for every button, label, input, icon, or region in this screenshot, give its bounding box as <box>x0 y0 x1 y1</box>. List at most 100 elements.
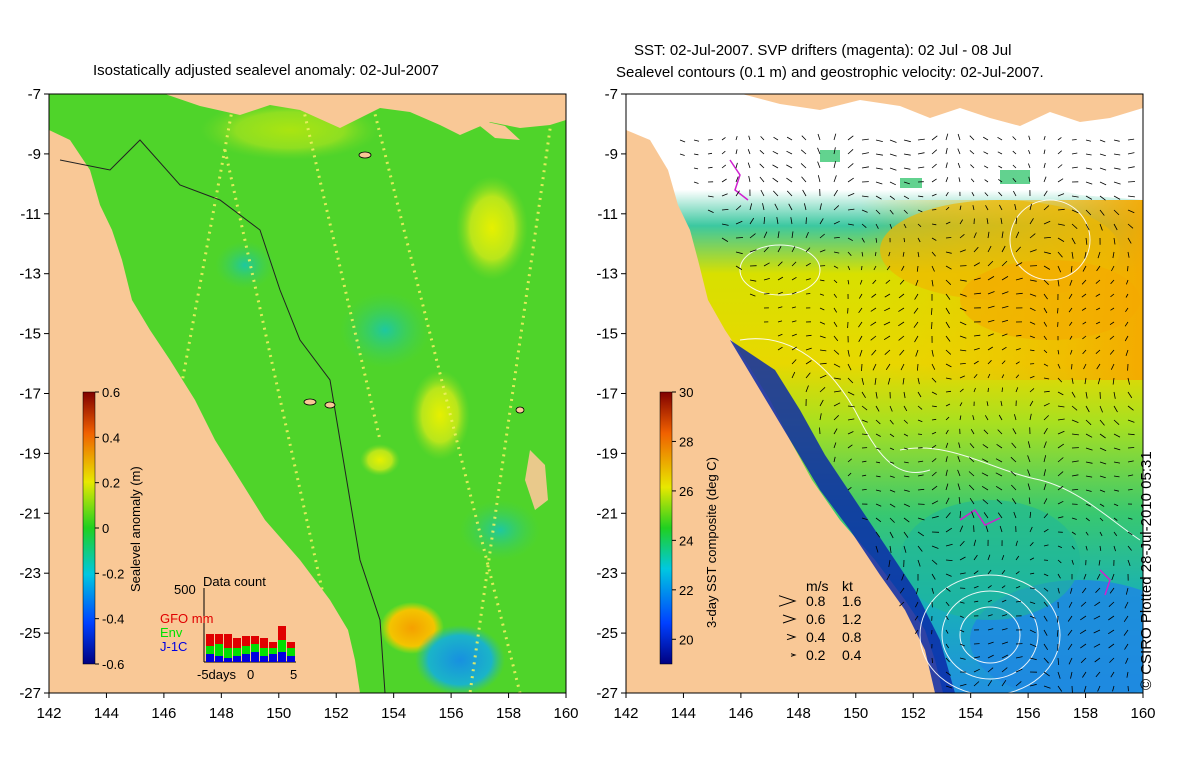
y-tick-label: -9 <box>28 146 41 163</box>
right-x-axis: 142 144 146 148 150 152 154 156 158 160 <box>613 693 1156 722</box>
x-tick-label: 158 <box>496 705 521 722</box>
velocity-arrow <box>861 474 867 477</box>
left-panel-title: Isostatically adjusted sealevel anomaly:… <box>93 62 440 79</box>
velocity-arrow <box>1109 321 1115 326</box>
left-x-axis: 142 144 146 148 150 152 154 156 158 160 <box>36 693 579 722</box>
velocity-arrow <box>1071 363 1073 370</box>
velocity-arrow <box>1127 545 1132 551</box>
velocity-arrow <box>777 306 783 309</box>
count-bar-segment <box>287 648 295 656</box>
velocity-arrow <box>1081 293 1087 298</box>
velocity-arrow <box>1085 531 1089 536</box>
velocity-arrow <box>833 428 838 435</box>
velocity-arrow <box>917 517 925 521</box>
velocity-arrow <box>833 293 838 298</box>
velocity-arrow <box>1043 135 1046 141</box>
velocity-arrow <box>987 628 994 631</box>
velocity-arrow <box>889 181 896 186</box>
velocity-arrow <box>1071 405 1078 411</box>
velocity-arrow <box>1125 293 1129 298</box>
velocity-arrow <box>959 307 967 312</box>
velocity-arrow <box>861 391 866 399</box>
velocity-arrow <box>875 419 881 425</box>
velocity-arrow <box>847 405 855 408</box>
velocity-arrow <box>805 360 812 365</box>
velocity-arrow <box>903 475 910 478</box>
velocity-arrow <box>1057 587 1060 594</box>
velocity-legend-arrow <box>786 633 797 641</box>
velocity-arrow <box>1057 251 1063 258</box>
velocity-arrow <box>987 360 992 365</box>
velocity-arrow <box>987 276 995 281</box>
velocity-arrow <box>1043 587 1049 592</box>
velocity-arrow <box>759 150 765 155</box>
velocity-arrow <box>800 149 807 155</box>
velocity-arrow <box>983 151 989 155</box>
velocity-arrow <box>1043 441 1047 449</box>
velocity-arrow <box>957 469 961 477</box>
velocity-arrow <box>1001 260 1008 267</box>
velocity-arrow <box>931 587 934 594</box>
velocity-arrow <box>875 433 881 437</box>
velocity-arrow <box>847 135 854 141</box>
velocity-arrow <box>819 362 827 365</box>
velocity-arrow <box>1057 405 1065 408</box>
velocity-arrow <box>1071 559 1074 565</box>
velocity-arrow <box>987 346 994 351</box>
velocity-arrow <box>957 148 961 155</box>
velocity-arrow <box>763 246 769 253</box>
velocity-arrow <box>1113 419 1120 425</box>
velocity-arrow <box>1109 587 1115 594</box>
velocity-arrow <box>1071 391 1076 398</box>
velocity-arrow <box>889 545 892 553</box>
velocity-arrow <box>957 456 961 463</box>
velocity-arrow <box>833 205 840 211</box>
velocity-arrow <box>1071 531 1076 535</box>
velocity-arrow <box>735 162 738 169</box>
velocity-arrow <box>931 573 936 580</box>
velocity-arrow <box>861 460 867 463</box>
velocity-arrow <box>1085 209 1092 216</box>
velocity-legend-arrow <box>790 653 797 657</box>
velocity-arrow <box>1043 237 1051 239</box>
velocity-arrow <box>1082 671 1087 678</box>
velocity-arrow <box>1057 137 1062 141</box>
velocity-arrow <box>899 601 905 607</box>
velocity-arrow <box>749 233 756 239</box>
count-bar-segment <box>278 626 286 640</box>
velocity-arrow <box>903 209 908 214</box>
velocity-arrow <box>1110 279 1115 285</box>
velocity-arrow <box>819 233 825 239</box>
velocity-arrow <box>1126 279 1129 285</box>
velocity-arrow <box>1057 559 1062 564</box>
velocity-arrow <box>931 193 937 197</box>
velocity-arrow <box>1070 587 1073 594</box>
velocity-arrow <box>1029 413 1032 421</box>
velocity-arrow <box>1085 475 1093 478</box>
velocity-arrow <box>1080 657 1087 664</box>
velocity-arrow <box>1071 517 1077 520</box>
velocity-arrow <box>973 681 980 687</box>
colorbar-tick-label: 24 <box>679 533 693 548</box>
velocity-arrow <box>1084 377 1087 385</box>
velocity-arrow <box>1069 321 1073 326</box>
velocity-arrow <box>971 192 975 197</box>
velocity-arrow <box>959 233 965 239</box>
x-tick-label: 146 <box>151 705 176 722</box>
velocity-arrow <box>973 387 976 393</box>
x-tick-label: 146 <box>728 705 753 722</box>
velocity-arrow <box>1043 671 1050 677</box>
velocity-arrow <box>884 307 891 312</box>
velocity-arrow <box>999 204 1003 211</box>
velocity-arrow <box>735 176 739 183</box>
velocity-arrow <box>847 377 854 384</box>
velocity-arrow <box>875 223 879 229</box>
velocity-arrow <box>903 139 911 143</box>
velocity-arrow <box>1014 414 1017 421</box>
velocity-arrow <box>1127 685 1129 692</box>
velocity-arrow <box>1099 489 1106 493</box>
velocity-arrow <box>875 447 881 450</box>
velocity-arrow <box>1057 363 1061 369</box>
velocity-arrow <box>1029 218 1034 225</box>
velocity-arrow <box>970 164 975 169</box>
